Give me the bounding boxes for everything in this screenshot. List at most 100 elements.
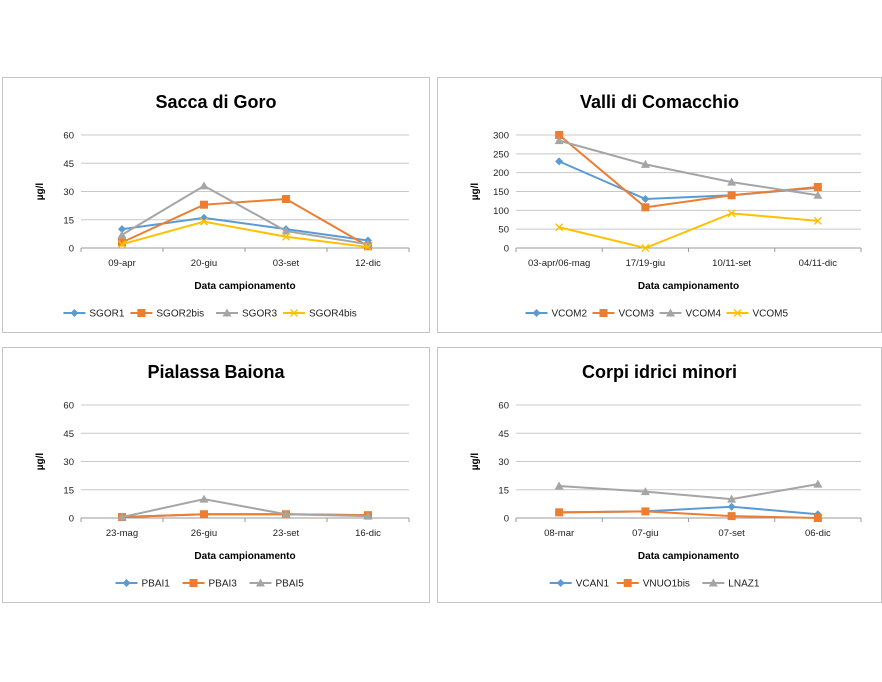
data-point	[813, 216, 822, 225]
data-point	[727, 177, 737, 186]
y-tick-label: 45	[63, 429, 74, 440]
legend-item-sgor4bis: SGOR4bis	[283, 309, 357, 320]
x-tick-label: 20-giu	[191, 258, 217, 269]
chart-title: Valli di Comacchio	[580, 92, 739, 112]
series-vcom5	[555, 209, 822, 252]
data-point	[641, 203, 650, 212]
data-point	[813, 479, 823, 488]
x-tick-label: 03-apr/06-mag	[528, 258, 590, 269]
legend-item-sgor2bis: SGOR2bis	[130, 309, 204, 320]
series-vcom4	[554, 136, 823, 199]
series-line-vcom4	[558, 139, 819, 197]
y-axis-label: µg/l	[470, 453, 481, 471]
legend-marker	[256, 578, 265, 587]
y-tick-label: 60	[498, 401, 509, 412]
data-point	[813, 514, 822, 522]
y-tick-label: 30	[63, 187, 74, 198]
legend-label: VCOM4	[686, 309, 722, 320]
chart-pialassa-baiona: Pialassa Baiona 0 15 30 45 60 23-mag 26-giu 23-s…	[35, 362, 410, 590]
data-point	[727, 502, 736, 511]
series-vcom3	[555, 131, 822, 212]
legend-marker	[623, 579, 632, 587]
legend-label: VCAN1	[576, 579, 610, 590]
x-tick-label: 04/11-dic	[799, 258, 838, 269]
data-point	[554, 481, 564, 490]
x-axis-label: Data campionamento	[638, 551, 739, 562]
legend-item-sgor3: SGOR3	[216, 308, 277, 320]
chart-title: Corpi idrici minori	[582, 362, 737, 382]
y-tick-label: 15	[63, 485, 74, 496]
data-point	[281, 226, 291, 235]
chart-panel-sacca-di-goro: Sacca di Goro 0 15 30 45 60 09-apr 20-giu 03-set…	[2, 77, 430, 333]
legend-marker	[222, 308, 232, 317]
x-tick-label: 03-set	[273, 258, 300, 269]
y-tick-label: 15	[498, 485, 509, 496]
x-tick-label: 16-dic	[355, 528, 381, 539]
legend-label: VCOM2	[552, 309, 588, 320]
data-point	[555, 131, 564, 139]
legend-item-vcom3: VCOM3	[592, 309, 655, 320]
legend-label: VCOM3	[619, 309, 655, 320]
chart-title: Pialassa Baiona	[147, 362, 285, 382]
y-tick-label: 15	[63, 215, 74, 226]
series-line-sgor3	[121, 184, 369, 246]
data-point	[118, 225, 126, 234]
data-point	[200, 217, 208, 226]
legend-label: SGOR2bis	[156, 309, 204, 320]
y-tick-label: 30	[63, 457, 74, 468]
legend-item-sgor1: SGOR1	[63, 309, 125, 320]
data-point	[727, 209, 736, 218]
data-point	[118, 238, 126, 247]
data-point	[199, 494, 209, 503]
chart-sacca-di-goro: Sacca di Goro 0 15 30 45 60 09-apr 20-giu 03-set…	[35, 92, 410, 320]
data-point	[641, 195, 650, 204]
legend-item-vcom5: VCOM5	[726, 309, 789, 320]
data-point	[117, 230, 127, 239]
x-tick-label: 12-dic	[355, 258, 381, 269]
data-point	[641, 507, 650, 516]
y-tick-label: 45	[63, 159, 74, 170]
y-tick-label: 0	[69, 244, 74, 255]
data-point	[555, 157, 564, 166]
x-tick-label: 10/11-set	[712, 258, 751, 269]
data-point	[727, 512, 736, 521]
chart-panel-valli-di-comacchio: Valli di Comacchio 0 50 100 150 200 250 300 03-a…	[437, 77, 882, 333]
series-pbai5	[117, 494, 373, 521]
series-line-lnaz1	[559, 483, 819, 501]
series-line-vcom3	[558, 134, 818, 209]
legend-marker	[733, 309, 742, 317]
data-point	[727, 191, 736, 200]
y-tick-label: 50	[498, 225, 509, 236]
y-axis-label: µg/l	[35, 453, 46, 471]
legend-item-pbai1: PBAI1	[115, 579, 170, 590]
y-tick-label: 0	[504, 244, 509, 255]
legend-item-vcom2: VCOM2	[525, 309, 588, 320]
legend-item-lnaz1: LNAZ1	[702, 578, 760, 590]
data-point	[727, 494, 737, 503]
data-point	[199, 181, 209, 190]
series-line-sgor2bis	[121, 198, 369, 247]
x-tick-label: 17/19-giu	[626, 258, 666, 269]
data-point	[200, 200, 208, 209]
chart-corpi-idrici-minori: Corpi idrici minori 0 15 30 45 60 08-mar 07-giu…	[470, 362, 862, 590]
legend-item-vcom4: VCOM4	[659, 308, 722, 320]
legend-item-pbai3: PBAI3	[182, 579, 237, 590]
data-point	[118, 240, 126, 249]
series-lnaz1	[554, 479, 823, 503]
data-point	[200, 510, 208, 519]
legend-marker	[708, 578, 718, 587]
data-point	[555, 223, 564, 232]
series-line-vnuo1bis	[559, 510, 818, 519]
legend-item-vcan1: VCAN1	[549, 579, 610, 590]
x-tick-label: 23-mag	[106, 528, 138, 539]
y-tick-label: 200	[493, 168, 509, 179]
data-point	[640, 159, 650, 168]
y-tick-label: 250	[493, 149, 509, 160]
series-vcan1	[555, 502, 822, 519]
y-axis-label: µg/l	[470, 183, 481, 201]
legend-marker	[122, 579, 131, 587]
data-point	[363, 511, 373, 520]
x-tick-label: 23-set	[273, 528, 300, 539]
series-sgor4bis	[118, 217, 372, 252]
legend-label: SGOR4bis	[309, 309, 357, 320]
